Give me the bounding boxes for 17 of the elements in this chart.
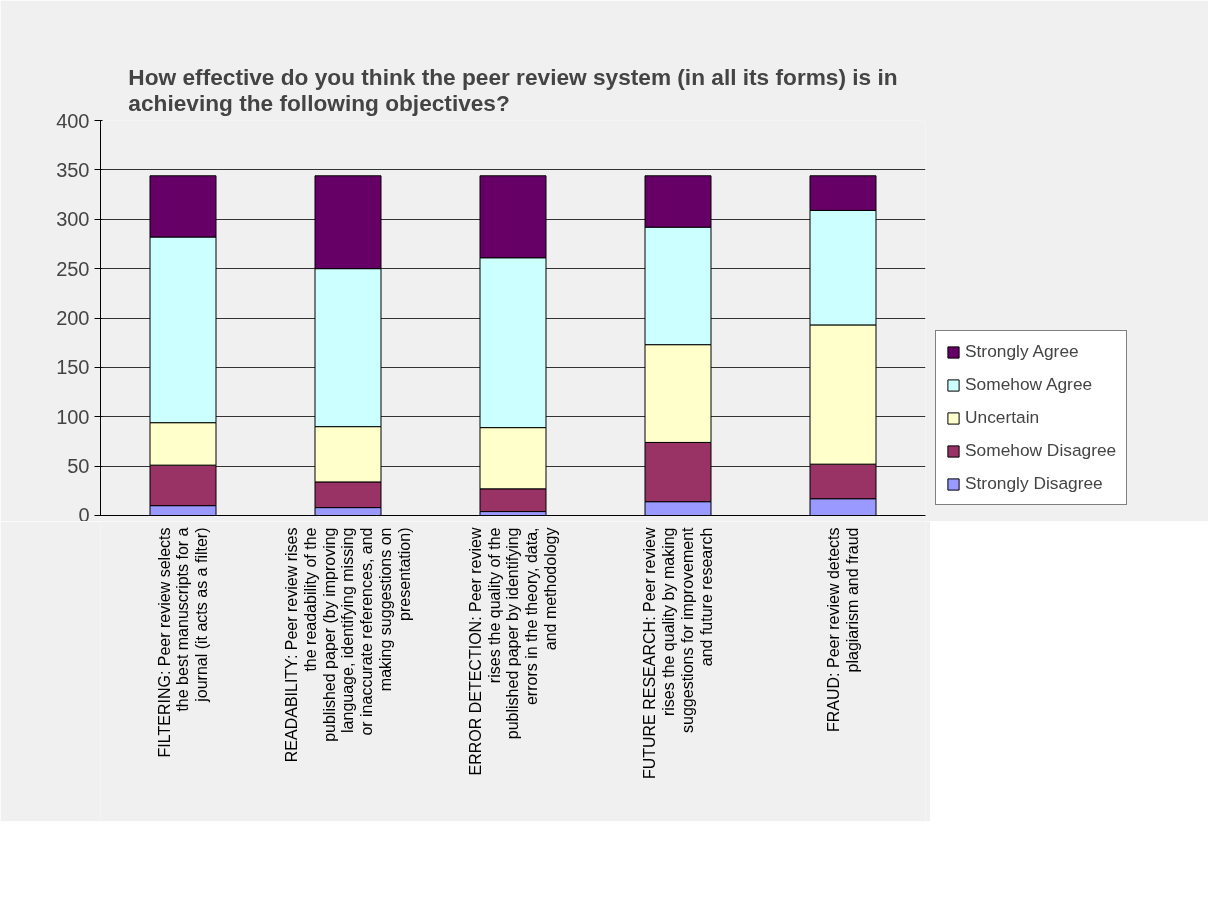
y-tick-label: 400 [56,109,90,132]
y-tick-label: 300 [56,208,90,231]
legend-label: Uncertain [965,407,1040,428]
y-tick-label: 250 [56,257,90,280]
legend-label: Strongly Agree [965,341,1079,362]
y-tick-label: 200 [56,307,90,329]
chart-title: How effective do you think the peer review system (in all its forms) is in achieving the following objectives? [128,63,898,116]
y-tick-label: 0 [78,503,90,526]
legend-label: Somehow Disagree [965,440,1117,461]
x-tick-label: FILTERING: Peer review selects the best manuscripts for a journal (it acts as a filter) [155,527,211,758]
x-tick-label: READABILITY: Peer review rises the readability of the published paper (by improving language, identifying missing or inaccurate references, and making suggestions on presentation) [283,527,413,763]
y-tick-label: 150 [56,356,90,379]
y-tick-label: 50 [67,455,90,478]
legend-label: Somehow Agree [965,374,1093,395]
y-tick-label: 350 [56,158,90,181]
y-tick-label: 100 [56,405,90,428]
legend-label: Strongly Disagree [965,473,1103,494]
